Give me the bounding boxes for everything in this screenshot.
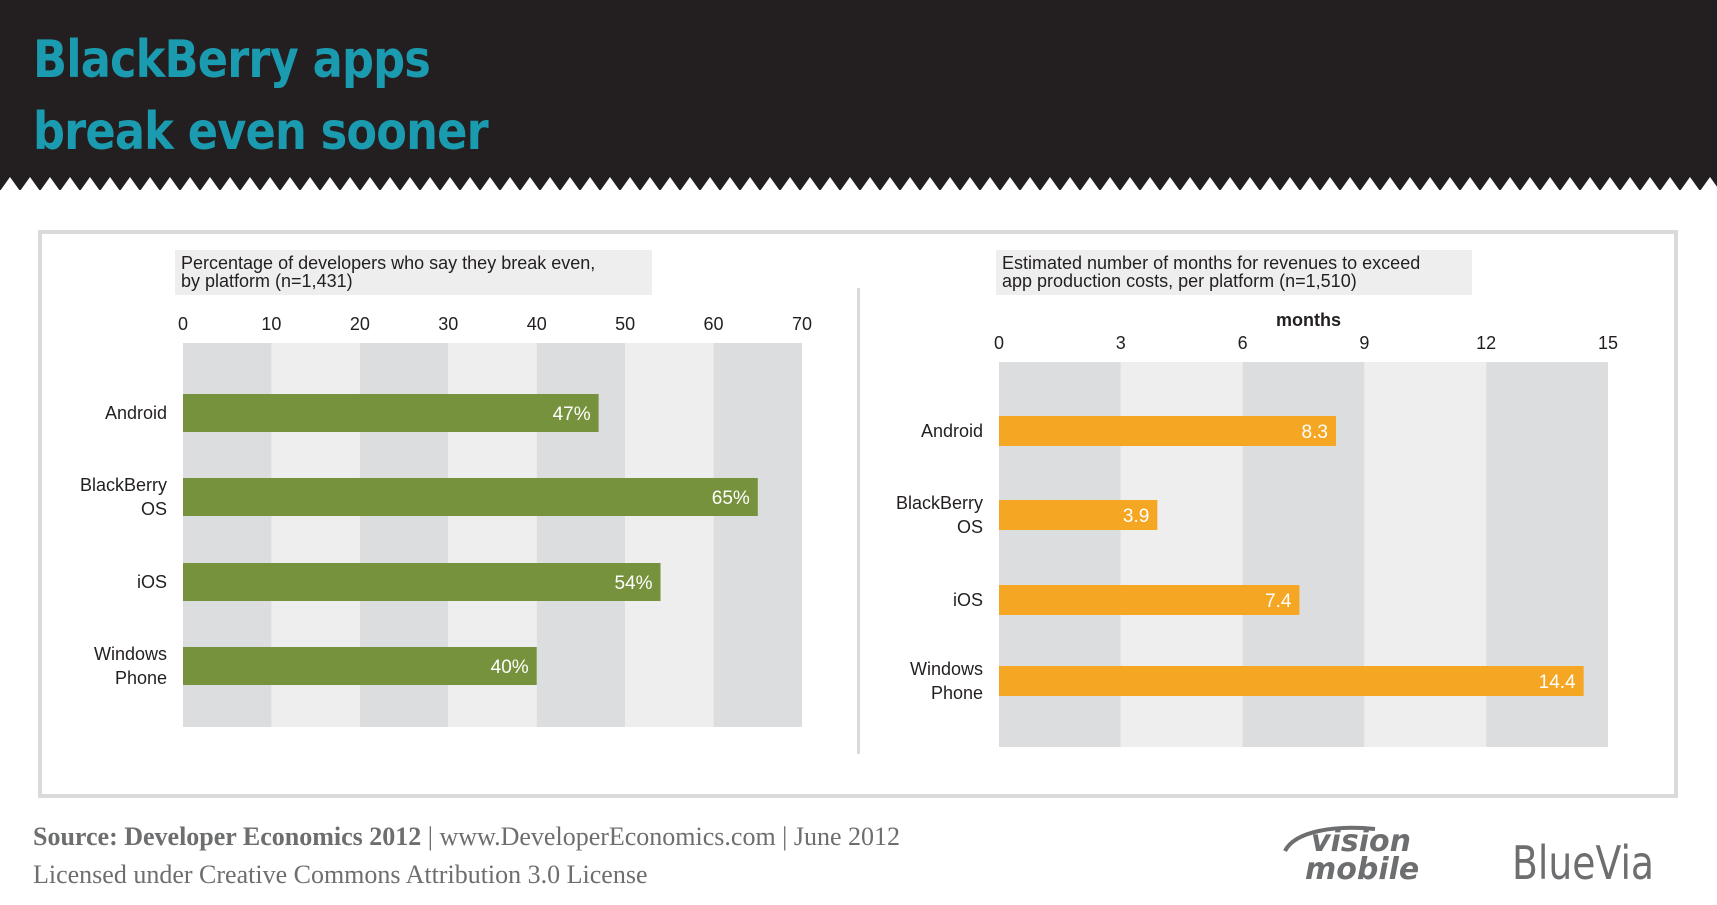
chart-2-tick-label-1: 3 xyxy=(1116,333,1126,353)
chart-2-category-label-3-0: Windows xyxy=(910,659,983,679)
chart-1-tick-label-4: 40 xyxy=(527,314,547,334)
chart-2-tick-label-5: 15 xyxy=(1598,333,1618,353)
chart-1-tick-label-1: 10 xyxy=(261,314,281,334)
chart-1-caption-line-2: by platform (n=1,431) xyxy=(181,271,353,291)
chart-1-bar-3 xyxy=(183,647,537,685)
chart-2-caption: Estimated number of months for revenues … xyxy=(996,250,1472,295)
chart-2-value-label-0: 8.3 xyxy=(1302,422,1328,443)
vision-mobile-logo: vision mobile xyxy=(1283,824,1419,885)
footer-source: Source: Developer Economics 2012 | www.D… xyxy=(33,822,900,852)
chart-1-tick-label-2: 20 xyxy=(350,314,370,334)
chart-2-value-label-1: 3.9 xyxy=(1123,506,1149,527)
chart-2-tick-label-3: 9 xyxy=(1359,333,1369,353)
chart-2-tick-label-0: 0 xyxy=(994,333,1004,353)
chart-2-value-label-2: 7.4 xyxy=(1265,591,1292,612)
chart-2-axis-title: months xyxy=(1276,310,1341,330)
chart-1-value-label-0: 47% xyxy=(553,404,591,425)
chart-2-tick-label-4: 12 xyxy=(1476,333,1496,353)
chart-2-category-label-1-0: BlackBerry xyxy=(896,493,983,513)
chart-1-tick-label-3: 30 xyxy=(438,314,458,334)
footer-source-rest: | www.DeveloperEconomics.com | June 2012 xyxy=(421,822,901,851)
chart-2-bar-3 xyxy=(999,666,1584,696)
chart-2-category-label-3-1: Phone xyxy=(931,683,983,703)
chart-2-caption-line-2: app production costs, per platform (n=1,… xyxy=(1002,271,1357,291)
chart-2-bar-1 xyxy=(999,500,1158,530)
footer-source-bold: Source: Developer Economics 2012 xyxy=(33,822,422,851)
chart-2-value-label-3: 14.4 xyxy=(1539,672,1576,693)
chart-1-value-label-2: 54% xyxy=(614,573,652,594)
chart-1-band-6 xyxy=(713,343,802,727)
chart-1-caption: Percentage of developers who say they br… xyxy=(175,250,652,295)
chart-1-category-label-3-0: Windows xyxy=(94,644,167,664)
bluevia-logo: BlueVia xyxy=(1512,836,1655,890)
chart-1-category-label-2-0: iOS xyxy=(137,572,167,592)
chart-1-tick-label-0: 0 xyxy=(178,314,188,334)
vision-mobile-logo-line-2: mobile xyxy=(1305,852,1419,885)
chart-1-bar-0 xyxy=(183,394,599,432)
title-line-2: break even sooner xyxy=(33,102,489,162)
panel-divider xyxy=(857,288,860,754)
chart-1-category-label-3-1: Phone xyxy=(115,668,167,688)
chart-1-tick-label-5: 50 xyxy=(615,314,635,334)
chart-2-bar-2 xyxy=(999,585,1300,615)
page-title: BlackBerry apps break even sooner xyxy=(33,24,489,168)
chart-1-category-label-1-1: OS xyxy=(141,499,167,519)
chart-1-tick-label-6: 60 xyxy=(704,314,724,334)
chart-1-value-label-3: 40% xyxy=(491,657,529,678)
zigzag-edge xyxy=(0,177,1717,191)
chart-1-tick-label-7: 70 xyxy=(792,314,812,334)
chart-2-caption-line-1: Estimated number of months for revenues … xyxy=(1002,253,1421,273)
chart-1-bar-2 xyxy=(183,563,661,601)
chart-2-category-label-0-0: Android xyxy=(921,421,983,441)
title-line-1: BlackBerry apps xyxy=(33,30,431,90)
chart-2-category-label-2-0: iOS xyxy=(953,590,983,610)
chart-2-category-label-1-1: OS xyxy=(957,517,983,537)
header-banner: BlackBerry apps break even sooner xyxy=(0,0,1717,191)
chart-1-bar-1 xyxy=(183,478,758,516)
chart-2-tick-label-2: 6 xyxy=(1238,333,1248,353)
vision-mobile-logo-line-1: vision xyxy=(1311,824,1411,859)
chart-1-category-label-1-0: BlackBerry xyxy=(80,475,167,495)
chart-2-bar-0 xyxy=(999,416,1336,446)
footer-license: Licensed under Creative Commons Attribut… xyxy=(33,860,648,889)
chart-1-value-label-1: 65% xyxy=(712,488,750,509)
chart-1-category-label-0-0: Android xyxy=(105,403,167,423)
chart-1-band-5 xyxy=(625,343,714,727)
chart-1-caption-line-1: Percentage of developers who say they br… xyxy=(181,253,596,273)
